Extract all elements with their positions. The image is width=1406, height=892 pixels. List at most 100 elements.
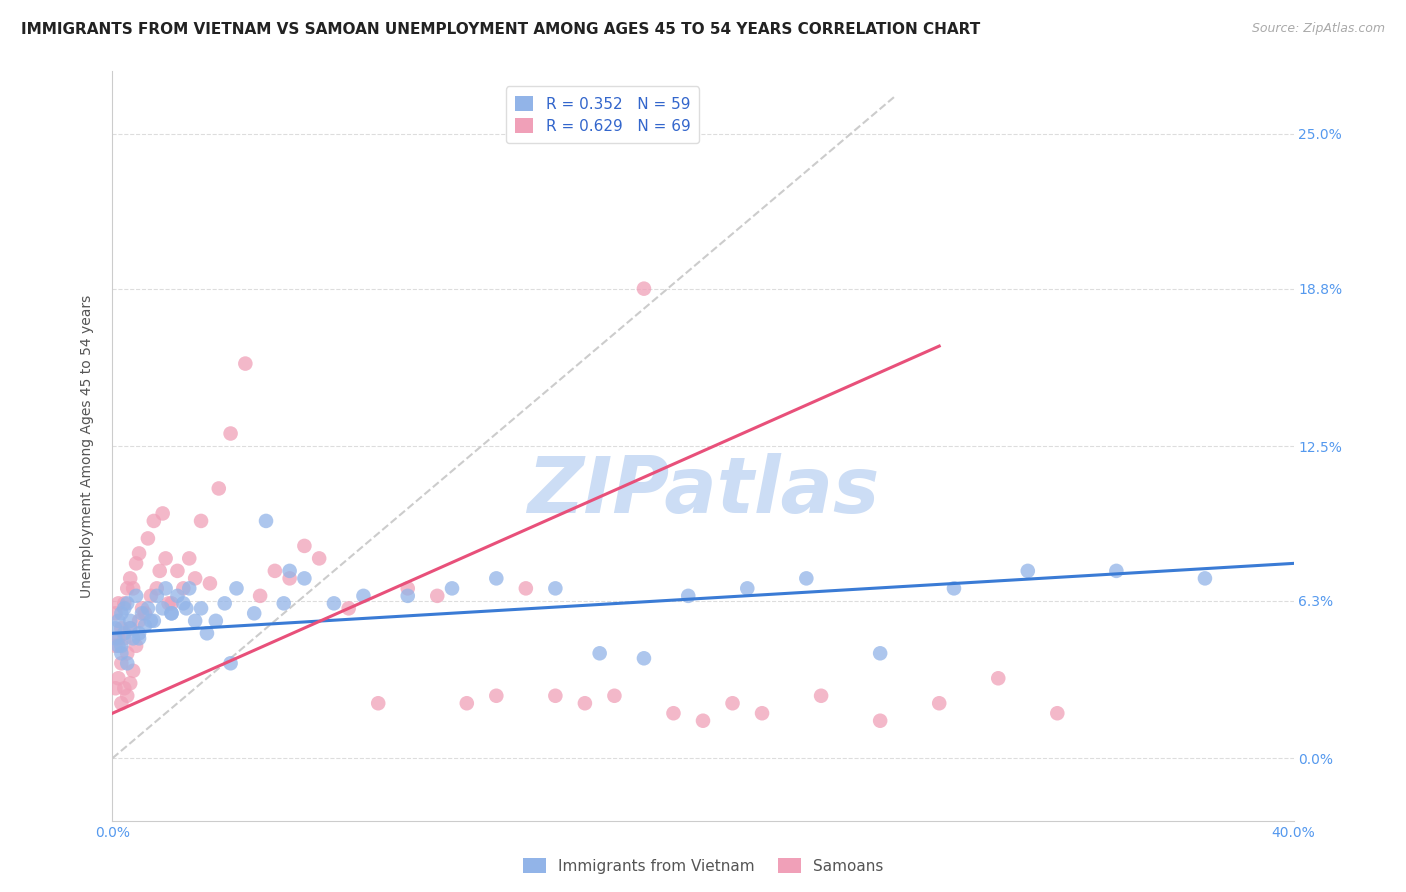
Point xyxy=(166,564,188,578)
Point xyxy=(107,614,129,628)
Point xyxy=(308,551,330,566)
Point xyxy=(155,582,177,596)
Point xyxy=(104,621,127,635)
Point xyxy=(219,657,242,671)
Point xyxy=(110,639,132,653)
Point xyxy=(112,601,135,615)
Point xyxy=(117,657,138,671)
Point xyxy=(110,607,132,621)
Point xyxy=(751,706,773,721)
Point xyxy=(292,571,315,585)
Point xyxy=(337,601,360,615)
Point xyxy=(219,426,242,441)
Point xyxy=(264,564,287,578)
Point xyxy=(1105,564,1128,578)
Point xyxy=(869,646,891,660)
Point xyxy=(128,546,150,560)
Point xyxy=(633,651,655,665)
Point xyxy=(190,514,212,528)
Point xyxy=(195,626,218,640)
Point xyxy=(125,639,148,653)
Point xyxy=(142,614,165,628)
Point xyxy=(225,582,247,596)
Legend: R = 0.352   N = 59, R = 0.629   N = 69: R = 0.352 N = 59, R = 0.629 N = 69 xyxy=(506,87,699,143)
Point xyxy=(515,582,537,596)
Point xyxy=(205,614,228,628)
Point xyxy=(166,589,188,603)
Point xyxy=(1017,564,1039,578)
Point xyxy=(120,614,142,628)
Point xyxy=(441,582,464,596)
Point xyxy=(122,582,145,596)
Point xyxy=(107,671,129,685)
Point xyxy=(721,696,744,710)
Point xyxy=(117,689,138,703)
Point xyxy=(117,596,138,610)
Point xyxy=(104,632,127,646)
Point xyxy=(396,582,419,596)
Point xyxy=(157,596,180,610)
Point xyxy=(122,664,145,678)
Point xyxy=(120,676,142,690)
Point xyxy=(110,646,132,660)
Point xyxy=(146,589,169,603)
Point xyxy=(942,582,965,596)
Point xyxy=(112,596,135,610)
Point xyxy=(456,696,478,710)
Point xyxy=(125,557,148,571)
Point xyxy=(278,571,301,585)
Point xyxy=(810,689,832,703)
Point xyxy=(603,689,626,703)
Point xyxy=(426,589,449,603)
Point xyxy=(142,514,165,528)
Point xyxy=(172,596,194,610)
Point xyxy=(588,646,610,660)
Point xyxy=(544,582,567,596)
Point xyxy=(112,632,135,646)
Point xyxy=(796,571,818,585)
Point xyxy=(1046,706,1069,721)
Point xyxy=(128,632,150,646)
Point xyxy=(107,639,129,653)
Point xyxy=(678,589,700,603)
Point xyxy=(152,507,174,521)
Point xyxy=(120,621,142,635)
Point xyxy=(172,582,194,596)
Point xyxy=(136,532,159,546)
Point xyxy=(367,696,389,710)
Point xyxy=(292,539,315,553)
Point xyxy=(160,607,183,621)
Point xyxy=(869,714,891,728)
Point xyxy=(112,626,135,640)
Point xyxy=(110,657,132,671)
Point xyxy=(184,571,207,585)
Point xyxy=(107,632,129,646)
Point xyxy=(120,571,142,585)
Point xyxy=(208,482,231,496)
Point xyxy=(214,596,236,610)
Point xyxy=(323,596,346,610)
Point xyxy=(155,551,177,566)
Point xyxy=(117,582,138,596)
Text: Source: ZipAtlas.com: Source: ZipAtlas.com xyxy=(1251,22,1385,36)
Point xyxy=(131,601,153,615)
Legend: Immigrants from Vietnam, Samoans: Immigrants from Vietnam, Samoans xyxy=(517,852,889,880)
Point xyxy=(117,646,138,660)
Point xyxy=(987,671,1010,685)
Point xyxy=(104,607,127,621)
Point xyxy=(278,564,301,578)
Point xyxy=(160,596,183,610)
Text: ZIPatlas: ZIPatlas xyxy=(527,453,879,529)
Point xyxy=(110,696,132,710)
Point xyxy=(633,282,655,296)
Point xyxy=(574,696,596,710)
Point xyxy=(233,357,256,371)
Point xyxy=(396,589,419,603)
Point xyxy=(131,607,153,621)
Point xyxy=(139,589,162,603)
Point xyxy=(249,589,271,603)
Point xyxy=(110,621,132,635)
Point xyxy=(179,551,201,566)
Point xyxy=(174,601,197,615)
Point xyxy=(107,596,129,610)
